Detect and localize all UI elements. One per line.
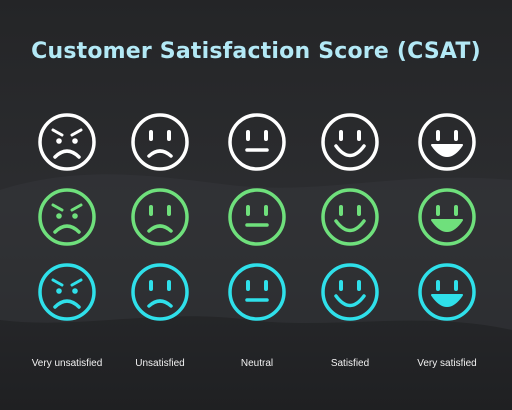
- eye: [56, 213, 62, 219]
- mouth: [53, 149, 81, 159]
- title: Customer Satisfaction Score (CSAT): [31, 39, 481, 64]
- brow: [51, 128, 83, 137]
- eyes: [436, 280, 458, 291]
- rating-label: Unsatisfied: [135, 358, 184, 369]
- face: [131, 263, 189, 321]
- face-outline: [228, 188, 286, 246]
- face-outline: [418, 113, 476, 171]
- face: [321, 263, 379, 321]
- eyes: [246, 130, 268, 141]
- mouth: [431, 144, 463, 157]
- eyes: [246, 205, 268, 216]
- eyes: [149, 280, 171, 291]
- eyes: [246, 280, 268, 291]
- labels: Very unsatisfied Unsatisfied Neutral Satisf…: [32, 358, 477, 369]
- face-outline: [131, 188, 189, 246]
- eyes: [339, 130, 361, 141]
- eye: [72, 288, 78, 294]
- rating-label: Satisfied: [331, 358, 369, 369]
- face: [38, 188, 96, 246]
- eyes: [339, 205, 361, 216]
- face-outline: [321, 188, 379, 246]
- mouth: [334, 144, 366, 158]
- face-outline: [418, 188, 476, 246]
- eye: [72, 138, 78, 144]
- face: [321, 188, 379, 246]
- mouth: [431, 294, 463, 307]
- brow: [51, 278, 83, 287]
- face: [228, 113, 286, 171]
- eyes: [339, 280, 361, 291]
- face: [131, 113, 189, 171]
- mouth: [53, 224, 81, 234]
- mouth: [431, 219, 463, 232]
- face-outline: [131, 263, 189, 321]
- eyes: [149, 205, 171, 216]
- rating-label: Very satisfied: [417, 358, 476, 369]
- mouth: [334, 294, 366, 308]
- eyes: [149, 130, 171, 141]
- face-outline: [38, 188, 96, 246]
- face: [321, 113, 379, 171]
- face: [131, 188, 189, 246]
- face-outline: [38, 113, 96, 171]
- face-outline: [321, 263, 379, 321]
- rating-label: Neutral: [241, 358, 273, 369]
- mouth: [147, 224, 173, 233]
- brow: [51, 203, 83, 212]
- face: [228, 263, 286, 321]
- face-outline: [321, 113, 379, 171]
- face-outline: [131, 113, 189, 171]
- face-outline: [228, 263, 286, 321]
- eye: [56, 138, 62, 144]
- eyes: [436, 130, 458, 141]
- eye: [72, 213, 78, 219]
- face: [38, 263, 96, 321]
- face-outline: [38, 263, 96, 321]
- face: [228, 188, 286, 246]
- faces: [38, 113, 476, 321]
- mouth: [334, 219, 366, 233]
- eyes: [436, 205, 458, 216]
- eye: [56, 288, 62, 294]
- face: [418, 263, 476, 321]
- mouth: [147, 299, 173, 308]
- mouth: [147, 149, 173, 158]
- face-outline: [418, 263, 476, 321]
- rating-label: Very unsatisfied: [32, 358, 103, 369]
- face: [38, 113, 96, 171]
- face: [418, 188, 476, 246]
- mouth: [53, 299, 81, 309]
- background-wave: [0, 174, 512, 330]
- face: [418, 113, 476, 171]
- face-outline: [228, 113, 286, 171]
